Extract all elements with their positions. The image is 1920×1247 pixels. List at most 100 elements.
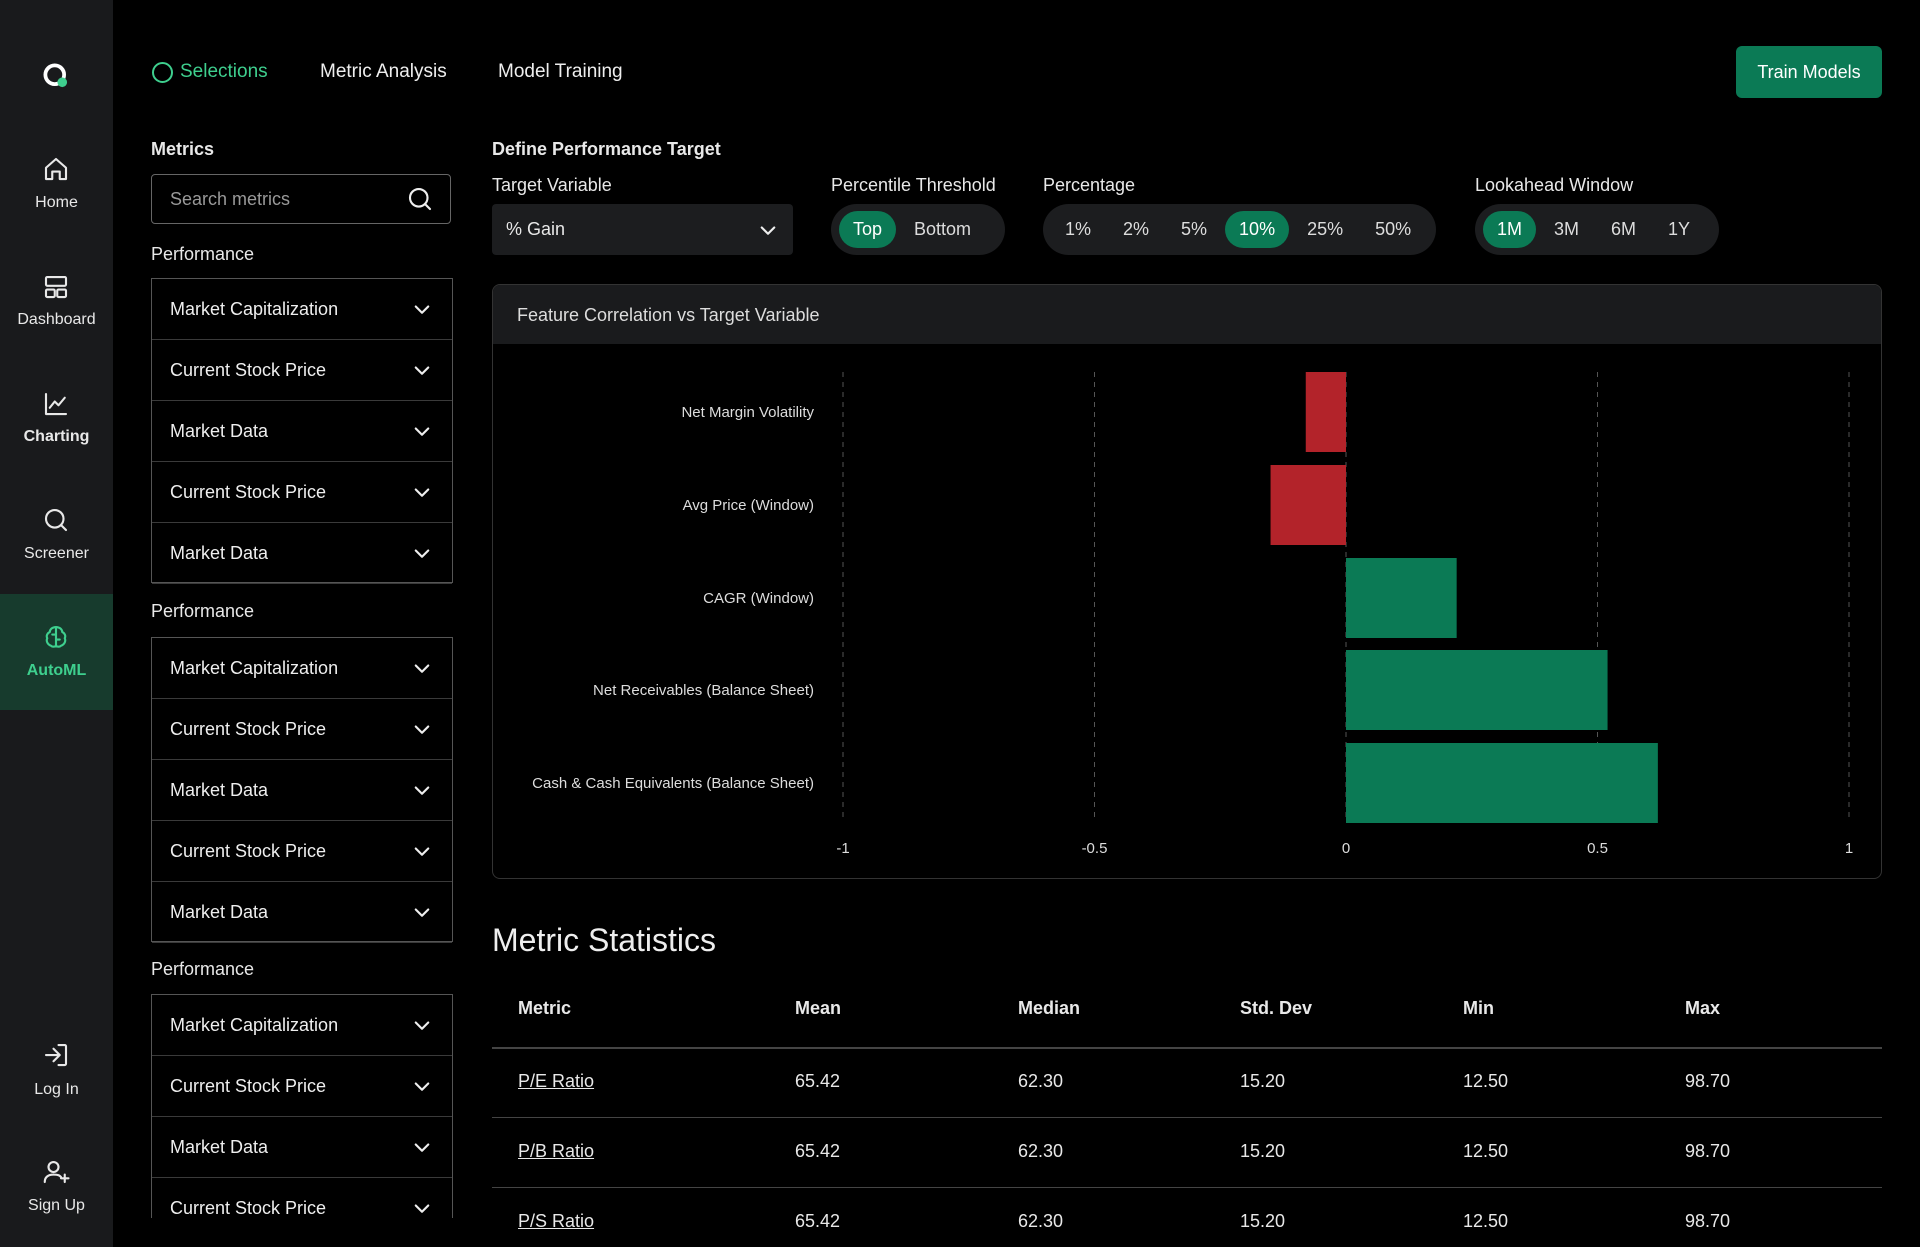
icon — [407, 294, 437, 324]
metric-name: Market Data — [170, 780, 268, 801]
metric-item[interactable]: Market Data — [152, 760, 452, 821]
icon — [407, 1071, 437, 1101]
control-label: Lookahead Window — [1475, 175, 1633, 196]
icon — [41, 622, 71, 652]
icon — [41, 61, 71, 91]
option[interactable]: 2% — [1109, 211, 1163, 248]
nav-item[interactable]: Home — [0, 194, 113, 212]
tab[interactable]: Model Training — [498, 61, 623, 83]
option[interactable]: Top — [839, 211, 896, 248]
metric-item[interactable]: Market Data — [152, 1117, 452, 1178]
icon — [407, 477, 437, 507]
metric-item[interactable]: Current Stock Price — [152, 462, 452, 523]
nav-item[interactable]: Sign Up — [0, 1197, 113, 1215]
metric-item[interactable]: Current Stock Price — [152, 699, 452, 760]
select-value: % Gain — [506, 219, 565, 240]
metric-name: Market Data — [170, 902, 268, 923]
group-label: Performance — [151, 959, 254, 980]
metric-name: Market Data — [170, 543, 268, 564]
tab[interactable]: Selections — [180, 61, 268, 83]
cell: 98.70 — [1685, 1071, 1730, 1092]
metric-item[interactable]: Current Stock Price — [152, 1178, 452, 1218]
option[interactable]: 50% — [1361, 211, 1425, 248]
icon — [41, 1157, 71, 1187]
nav-item[interactable]: AutoML — [0, 662, 113, 680]
metrics-title: Metrics — [151, 139, 214, 160]
nav-item[interactable]: Log In — [0, 1081, 113, 1099]
metric-link[interactable]: P/S Ratio — [518, 1211, 594, 1232]
nav-item[interactable]: Dashboard — [0, 311, 113, 329]
target-select[interactable]: % Gain — [492, 204, 793, 255]
option[interactable]: 5% — [1167, 211, 1221, 248]
x-tick-label: -0.5 — [1082, 840, 1108, 857]
tab[interactable]: Metric Analysis — [320, 61, 447, 83]
column-header: Mean — [795, 998, 841, 1019]
bar — [1271, 465, 1346, 545]
option[interactable]: 25% — [1293, 211, 1357, 248]
option[interactable]: 6M — [1597, 211, 1650, 248]
group-box: Market Capitalization Current Stock Price… — [151, 278, 453, 583]
y-tick-label: Avg Price (Window) — [683, 497, 814, 514]
option[interactable]: 3M — [1540, 211, 1593, 248]
metric-name: Current Stock Price — [170, 482, 326, 503]
metric-link[interactable]: P/E Ratio — [518, 1071, 594, 1092]
segmented-control: 1%2%5%10%25%50% — [1043, 204, 1436, 255]
nav-active-bg — [0, 594, 113, 710]
option[interactable]: 1% — [1051, 211, 1105, 248]
bar — [1346, 650, 1608, 730]
segmented-control: 1M3M6M1Y — [1475, 204, 1719, 255]
nav-item[interactable]: Charting — [0, 428, 113, 446]
column-header: Median — [1018, 998, 1080, 1019]
cell: 15.20 — [1240, 1211, 1285, 1232]
y-tick-label: Cash & Cash Equivalents (Balance Sheet) — [532, 775, 814, 792]
metric-item[interactable]: Current Stock Price — [152, 1056, 452, 1117]
y-tick-label: CAGR (Window) — [703, 590, 814, 607]
metric-name: Current Stock Price — [170, 360, 326, 381]
group-label: Performance — [151, 601, 254, 622]
metric-item[interactable]: Market Data — [152, 523, 452, 584]
cell: 12.50 — [1463, 1141, 1508, 1162]
metric-name: Market Capitalization — [170, 299, 338, 320]
chart: -1-0.500.51Net Margin VolatilityAvg Pric… — [493, 285, 1881, 878]
option[interactable]: 10% — [1225, 211, 1289, 248]
cell: 62.30 — [1018, 1141, 1063, 1162]
metric-name: Market Capitalization — [170, 1015, 338, 1036]
metric-item[interactable]: Market Capitalization — [152, 279, 452, 340]
control-label: Percentile Threshold — [831, 175, 996, 196]
icon — [41, 272, 71, 302]
search-box[interactable]: Search metrics — [151, 174, 451, 224]
metric-name: Current Stock Price — [170, 719, 326, 740]
option[interactable]: 1Y — [1654, 211, 1704, 248]
metric-item[interactable]: Current Stock Price — [152, 340, 452, 401]
metric-item[interactable]: Market Data — [152, 401, 452, 462]
y-tick-label: Net Margin Volatility — [681, 404, 814, 421]
row-rule — [492, 1117, 1882, 1118]
metric-name: Current Stock Price — [170, 841, 326, 862]
section-title: Define Performance Target — [492, 139, 721, 160]
cell: 98.70 — [1685, 1141, 1730, 1162]
cell: 65.42 — [795, 1141, 840, 1162]
cell: 98.70 — [1685, 1211, 1730, 1232]
icon — [407, 1193, 437, 1218]
chart-card: Feature Correlation vs Target Variable-1… — [492, 284, 1882, 879]
option[interactable]: Bottom — [900, 211, 985, 248]
metric-name: Current Stock Price — [170, 1076, 326, 1097]
metric-name: Market Capitalization — [170, 658, 338, 679]
header-rule — [492, 1047, 1882, 1049]
sidebar: Home Dashboard Charting Screener AutoML Log I… — [0, 0, 113, 1247]
nav-item[interactable]: Screener — [0, 545, 113, 563]
metric-name: Market Data — [170, 421, 268, 442]
train-button[interactable]: Train Models — [1736, 46, 1882, 98]
icon — [407, 1010, 437, 1040]
metric-item[interactable]: Market Capitalization — [152, 638, 452, 699]
column-header: Min — [1463, 998, 1494, 1019]
option[interactable]: 1M — [1483, 211, 1536, 248]
metric-item[interactable]: Market Data — [152, 882, 452, 943]
x-tick-label: 1 — [1845, 840, 1853, 857]
metric-link[interactable]: P/B Ratio — [518, 1141, 594, 1162]
icon — [41, 154, 71, 184]
control-label: Percentage — [1043, 175, 1135, 196]
metric-item[interactable]: Current Stock Price — [152, 821, 452, 882]
icon — [407, 538, 437, 568]
metric-item[interactable]: Market Capitalization — [152, 995, 452, 1056]
